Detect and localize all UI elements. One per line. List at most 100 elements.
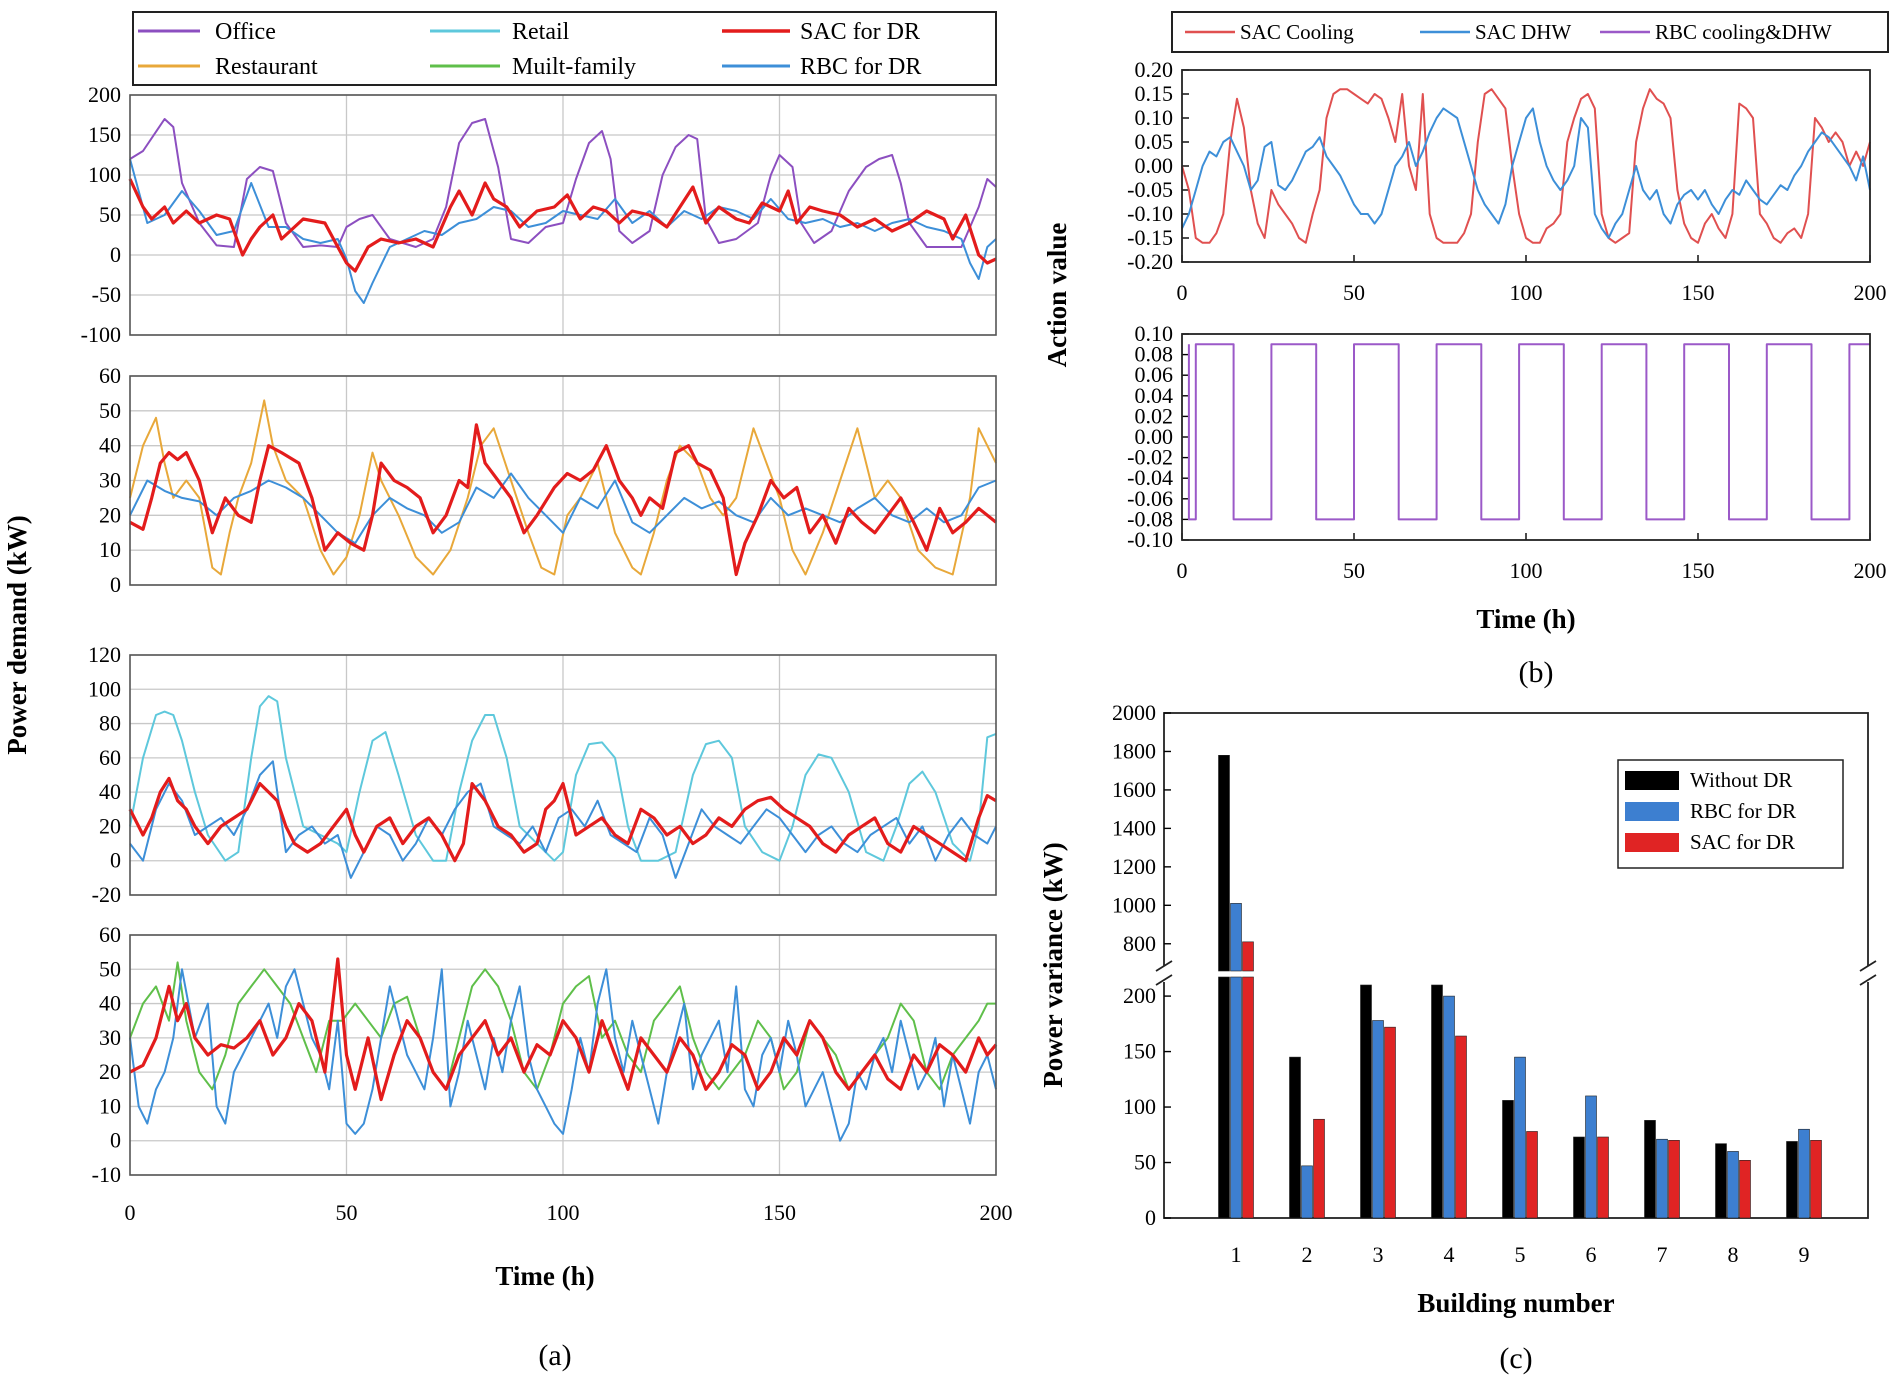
y-tick-label: 1800	[1112, 738, 1156, 763]
panel-a-legend: Office Retail SAC for DR Restaurant Muil…	[132, 11, 997, 86]
axis-break-mark	[1859, 974, 1877, 986]
panel-b-ylabel: Action value	[1042, 223, 1072, 368]
y-tick-label: 100	[88, 162, 121, 187]
x-tick-label: 1	[1231, 1242, 1242, 1267]
subplot-multifamily: -10 0 10 20 30 40 50 60	[92, 922, 998, 1187]
x-tick-label: 4	[1444, 1242, 1455, 1267]
panel-b-bottom-xtick-100: 100	[1510, 558, 1543, 583]
y-tick-label: 20	[99, 1059, 121, 1084]
caption-c: (c)	[1499, 1342, 1532, 1375]
legend-label-sac-dr: SAC for DR	[1690, 830, 1795, 854]
y-tick-label: -50	[92, 282, 121, 307]
y-tick-label: 1200	[1112, 854, 1156, 879]
y-tick-label: 60	[99, 745, 121, 770]
y-tick-label: -0.10	[1127, 527, 1173, 552]
subplot-office: -100 -50 0 50 100 150 200	[81, 82, 997, 347]
axis-break-gap-right	[1860, 966, 1882, 982]
y-tick-label: 50	[99, 202, 121, 227]
bar-sac-for-dr-b6	[1597, 1136, 1609, 1219]
legend-label-sac-cooling: SAC Cooling	[1240, 20, 1354, 44]
y-tick-label: -0.05	[1127, 177, 1173, 202]
plot-frame	[129, 934, 997, 1176]
panel-b-xticks-top: 0 50 100 150 200	[1177, 280, 1887, 305]
series-line-sac-for-dr	[128, 776, 997, 863]
legend-swatch-without-dr	[1625, 771, 1679, 790]
series-line-sac-dhw	[1181, 107, 1871, 239]
y-tick-label: 0.10	[1135, 321, 1174, 346]
y-tick-label: 100	[1123, 1094, 1156, 1119]
panel-b: SAC Cooling SAC DHW RBC cooling&DHW -0.2…	[1042, 11, 1889, 689]
panel-b-legend: SAC Cooling SAC DHW RBC cooling&DHW	[1171, 11, 1889, 53]
bar-rbc-for-dr-b1-lower	[1230, 976, 1242, 1219]
plot-frame	[129, 654, 997, 896]
bar-without-dr-b8	[1715, 1143, 1727, 1219]
bar-without-dr-b2	[1289, 1056, 1301, 1219]
plot-frame	[129, 375, 997, 586]
panel-a-xticks: 0 50 100 150 200	[125, 1200, 1013, 1225]
x-tick-label: 6	[1586, 1242, 1597, 1267]
axis-break-mark	[1155, 960, 1173, 972]
x-tick-label: 7	[1657, 1242, 1668, 1267]
y-tick-label: 80	[99, 711, 121, 736]
bar-without-dr-b7	[1644, 1120, 1656, 1219]
series-line-sac-for-dr	[128, 178, 997, 273]
panel-c-xlabel: Building number	[1417, 1288, 1614, 1318]
y-tick-label: -0.10	[1127, 201, 1173, 226]
bar-without-dr-b5	[1502, 1100, 1514, 1219]
panel-a-xtick-200: 200	[980, 1200, 1013, 1225]
bar-without-dr-b1-lower	[1218, 976, 1230, 1219]
y-tick-label: 120	[88, 642, 121, 667]
y-tick-label: 0.10	[1135, 105, 1174, 130]
panel-c-legend: Without DR RBC for DR SAC for DR	[1617, 759, 1844, 869]
y-tick-label: -0.02	[1127, 445, 1173, 470]
panel-b-top-xtick-200: 200	[1854, 280, 1887, 305]
series-line-office	[129, 118, 997, 248]
y-tick-label: 100	[88, 676, 121, 701]
y-tick-label: 60	[99, 922, 121, 947]
panel-b-xticks-bottom: 0 50 100 150 200	[1177, 558, 1887, 583]
y-tick-label: 0	[110, 1128, 121, 1153]
bar-without-dr-b6	[1573, 1136, 1585, 1219]
y-tick-label: 1000	[1112, 892, 1156, 917]
y-tick-label: 40	[99, 991, 121, 1016]
y-tick-label: 2000	[1112, 700, 1156, 725]
bar-rbc-for-dr-b7	[1656, 1138, 1668, 1219]
bar-rbc-for-dr-b1-upper	[1230, 903, 1242, 972]
panel-b-bottom-xtick-150: 150	[1682, 558, 1715, 583]
y-tick-label: 30	[99, 1025, 121, 1050]
y-tick-label: 800	[1123, 931, 1156, 956]
legend-swatch-sac-dr	[1625, 833, 1679, 852]
bar-chart: 0 50 100 150 200 800 1000 1200 1400 1600 1800 2000 1…	[1112, 700, 1882, 1267]
series-line-rbc-for-dr	[129, 760, 997, 879]
bar-sac-for-dr-b8	[1739, 1160, 1751, 1219]
x-tick-label: 9	[1799, 1242, 1810, 1267]
bar-sac-for-dr-b3	[1384, 1026, 1396, 1219]
panel-a-xlabel: Time (h)	[495, 1261, 594, 1291]
y-tick-label: 40	[99, 779, 121, 804]
panel-a-xtick-0: 0	[125, 1200, 136, 1225]
bar-without-dr-b1-upper	[1218, 755, 1230, 972]
legend-label-rbc-cooling-dhw: RBC cooling&DHW	[1655, 20, 1832, 44]
x-tick-label: 2	[1302, 1242, 1313, 1267]
y-tick-label: 0.04	[1135, 383, 1174, 408]
x-tick-label: 8	[1728, 1242, 1739, 1267]
y-tick-label: 0.20	[1135, 57, 1174, 82]
subplot-sac-actions: -0.20-0.15-0.10-0.050.000.050.100.150.20	[1127, 57, 1871, 274]
y-tick-label: 0.05	[1135, 129, 1174, 154]
y-tick-label: 200	[1123, 983, 1156, 1008]
bar-rbc-for-dr-b2	[1301, 1165, 1313, 1219]
series-line-rbc-for-dr	[129, 968, 997, 1142]
bar-without-dr-b4	[1431, 984, 1443, 1219]
panel-b-bottom-xtick-50: 50	[1343, 558, 1365, 583]
axis-break-mark	[1155, 974, 1173, 986]
panel-a-xtick-100: 100	[547, 1200, 580, 1225]
y-tick-label: 1600	[1112, 777, 1156, 802]
y-tick-label: 0	[1145, 1205, 1156, 1230]
y-tick-label: 0	[110, 572, 121, 597]
bar-sac-for-dr-b7	[1668, 1140, 1680, 1219]
bar-sac-for-dr-b5	[1526, 1131, 1538, 1219]
subplot-rbc-actions: -0.10-0.08-0.06-0.04-0.020.000.020.040.0…	[1127, 321, 1871, 552]
panel-a-xtick-50: 50	[336, 1200, 358, 1225]
y-tick-label: 40	[99, 433, 121, 458]
